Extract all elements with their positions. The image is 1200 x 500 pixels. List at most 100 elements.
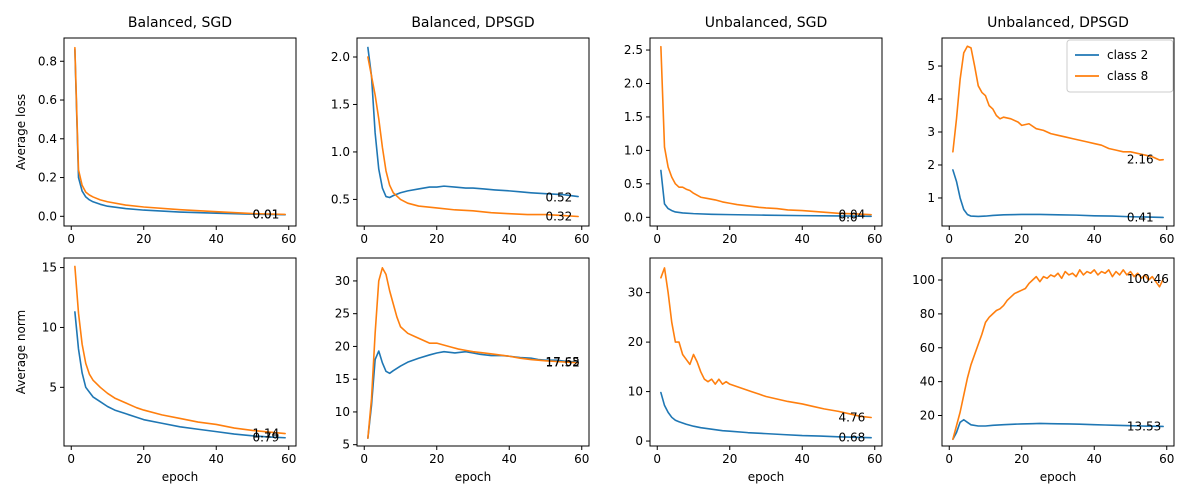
x-tick-label: 0: [360, 232, 368, 246]
legend-frame: [1066, 39, 1174, 93]
series-line-class-2: [952, 169, 1164, 219]
y-tick-label: 0.4: [38, 132, 57, 146]
y-tick-label: 2.0: [624, 76, 643, 90]
x-tick-label: 20: [1014, 452, 1029, 466]
data-label: 0.68: [839, 431, 866, 445]
data-label: 0.01: [253, 207, 280, 221]
data-label: 0.01: [253, 207, 280, 221]
series-line-class-8: [952, 269, 1164, 441]
series-line-class-2: [660, 169, 872, 218]
subplot-4: 2.16 0.41 0 20 40 60 1 2 3 4 5 Unbalanced, DPSGD: [927, 15, 1175, 246]
x-axis-label: epoch: [748, 470, 785, 484]
x-tick-label: 40: [1087, 452, 1102, 466]
x-tick-label: 0: [653, 232, 661, 246]
x-tick-label: 60: [1159, 452, 1174, 466]
x-tick-label: 60: [281, 232, 296, 246]
y-tick-label: 60: [920, 341, 935, 355]
x-tick-label: 60: [574, 452, 589, 466]
data-label: 17.52: [546, 356, 580, 370]
y-tick-label: 3: [927, 125, 935, 139]
data-label: 0.04: [839, 208, 866, 222]
y-tick-label: 30: [628, 286, 643, 300]
data-label: 17.65: [546, 355, 580, 369]
y-tick-label: 0.0: [624, 210, 643, 224]
x-tick-label: 40: [502, 232, 517, 246]
y-tick-label: 2.5: [624, 43, 643, 57]
series-line-class-2: [74, 48, 286, 216]
x-tick-label: 20: [722, 452, 737, 466]
y-tick-label: 100: [912, 273, 935, 287]
y-tick-label: 10: [335, 405, 350, 419]
plot-frame: [356, 37, 590, 227]
x-tick-label: 0: [945, 452, 953, 466]
y-tick-label: 2: [927, 158, 935, 172]
y-tick-label: 0.2: [38, 171, 57, 185]
y-tick-label: 20: [628, 335, 643, 349]
y-tick-label: 1.0: [624, 143, 643, 157]
x-tick-label: 20: [429, 232, 444, 246]
y-tick-label: 15: [42, 261, 57, 275]
data-label: 4.76: [839, 411, 866, 425]
y-tick-label: 25: [335, 307, 350, 321]
series-line-class-8: [952, 45, 1164, 161]
plot-frame: [356, 257, 590, 447]
y-tick-label: 40: [920, 375, 935, 389]
series-line-class-8: [74, 46, 286, 216]
x-tick-label: 0: [360, 452, 368, 466]
subplot-8: 100.46 13.53 0 20 40 60 20 40 60 80 100 epoch: [912, 257, 1175, 484]
x-tick-label: 60: [574, 232, 589, 246]
subplot-title: Balanced, DPSGD: [411, 15, 534, 31]
y-tick-label: 15: [335, 372, 350, 386]
series-line-class-8: [367, 267, 579, 439]
y-tick-label: 0: [635, 434, 643, 448]
legend: class 2 class 8: [1066, 39, 1174, 93]
y-tick-label: 0.5: [624, 177, 643, 191]
plot-frame: [649, 257, 883, 447]
y-tick-label: 30: [335, 274, 350, 288]
data-label: 0.32: [546, 210, 573, 224]
legend-label: class 2: [1107, 48, 1148, 62]
x-tick-label: 20: [722, 232, 737, 246]
x-tick-label: 20: [429, 452, 444, 466]
series-line-class-2: [367, 46, 579, 199]
data-label: 13.53: [1127, 419, 1161, 433]
x-axis-label: epoch: [1040, 470, 1077, 484]
series-line-class-8: [367, 56, 579, 218]
series-line-class-2: [74, 311, 286, 439]
y-tick-label: 10: [628, 385, 643, 399]
series-line-class-8: [660, 267, 872, 419]
data-label: 0.41: [1127, 210, 1154, 224]
plot-frame: [649, 37, 883, 227]
series-line-class-2: [952, 418, 1164, 441]
subplot-1: 0.010.010 20 40 600.00.20.40.60.8Balanced, …: [14, 15, 297, 246]
y-tick-label: 80: [920, 307, 935, 321]
x-tick-label: 0: [653, 452, 661, 466]
y-tick-label: 4: [927, 92, 935, 106]
y-tick-label: 0.8: [38, 54, 57, 68]
y-tick-label: 20: [335, 339, 350, 353]
subplot-title: Unbalanced, SGD: [705, 15, 828, 31]
x-tick-label: 40: [209, 452, 224, 466]
data-label: 0.0: [839, 210, 858, 224]
x-tick-label: 40: [1087, 232, 1102, 246]
plot-frame: [63, 37, 297, 227]
y-tick-label: 1.5: [624, 110, 643, 124]
x-tick-label: 60: [867, 232, 882, 246]
x-tick-label: 20: [1014, 232, 1029, 246]
x-tick-label: 60: [281, 452, 296, 466]
subplot-2: 0.52 0.32 0 20 40 60 0.5 1.0 1.5 2.0 Balanced, DPS…: [331, 15, 590, 246]
y-tick-label: 5: [927, 59, 935, 73]
data-label: 0.52: [546, 191, 573, 205]
x-tick-label: 40: [209, 232, 224, 246]
plot-frame: [941, 257, 1175, 447]
x-tick-label: 60: [867, 452, 882, 466]
x-tick-label: 20: [136, 452, 151, 466]
series-line-class-8: [74, 265, 286, 435]
x-tick-label: 40: [795, 232, 810, 246]
data-label: 2.16: [1127, 153, 1154, 167]
subplot-7: 4.76 0.68 0 20 40 60 0 10 20 30 epoch: [628, 257, 883, 484]
y-tick-label: 5: [342, 438, 350, 452]
series-line-class-2: [660, 391, 872, 439]
legend-label: class 8: [1107, 69, 1148, 83]
